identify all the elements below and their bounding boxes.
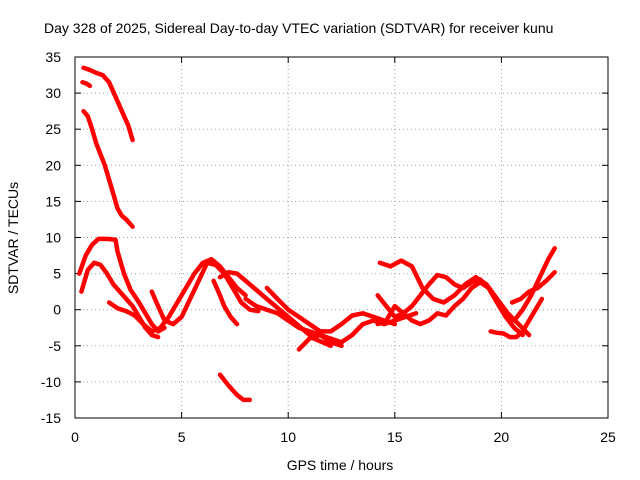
- tick-labels: 0 5 10 15 20 25 -15 -10 -5 0 5 10 15 20 25 30 35: [41, 49, 616, 445]
- series-track-14: [377, 258, 532, 338]
- x-tick-label: 5: [178, 429, 186, 445]
- x-tick-label: 15: [387, 429, 403, 445]
- series-track-18: [509, 269, 557, 305]
- y-tick-label: -5: [49, 338, 62, 354]
- x-tick-label: 25: [600, 429, 616, 445]
- series-track-8: [211, 278, 240, 327]
- series-track-1: [81, 65, 135, 143]
- series-track-17: [488, 296, 545, 340]
- series-track-10: [217, 372, 253, 403]
- y-tick-label: 0: [53, 302, 61, 318]
- series-track-16: [375, 246, 557, 327]
- y-tick-label: 30: [45, 85, 61, 101]
- plot-border: [74, 56, 609, 419]
- series-track-12: [264, 285, 398, 334]
- y-tick-label: 20: [45, 157, 61, 173]
- series-track-13: [296, 311, 419, 352]
- x-tick-label: 0: [71, 429, 79, 445]
- series-track-2: [80, 80, 93, 89]
- y-tick-label: 15: [45, 193, 61, 209]
- y-tick-label: 35: [45, 49, 61, 65]
- grid-lines: [75, 57, 608, 418]
- y-tick-label: -10: [41, 374, 61, 390]
- x-tick-label: 20: [494, 429, 510, 445]
- series-track-4: [77, 236, 167, 334]
- series-track-7: [149, 260, 261, 327]
- chart-title: Day 328 of 2025, Sidereal Day-to-day VTE…: [44, 20, 553, 36]
- y-axis-label: SDTVAR / TECUs: [5, 182, 21, 294]
- y-tick-label: 10: [45, 230, 61, 246]
- x-tick-label: 10: [280, 429, 296, 445]
- x-axis-label: GPS time / hours: [287, 457, 394, 473]
- data-series: [77, 65, 557, 403]
- y-tick-label: 25: [45, 121, 61, 137]
- series-track-3: [81, 108, 135, 229]
- y-tick-label: -15: [41, 410, 61, 426]
- y-tick-label: 5: [53, 266, 61, 282]
- axis-ticks: [74, 56, 609, 419]
